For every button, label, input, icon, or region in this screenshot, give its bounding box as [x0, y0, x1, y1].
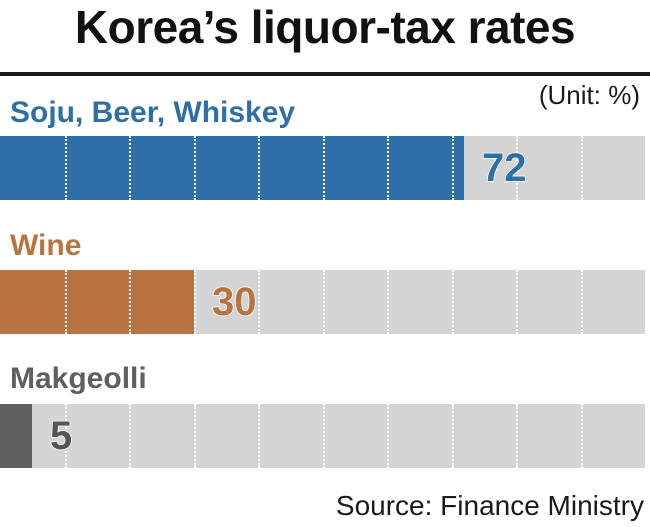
grid-line	[452, 404, 454, 468]
source-note: Source: Finance Ministry	[335, 490, 644, 521]
grid-line	[387, 136, 389, 200]
unit-label: (Unit: %)	[538, 80, 640, 110]
grid-line	[516, 270, 518, 334]
category-label-makgeolli: Makgeolli	[10, 362, 147, 395]
chart-title: Korea’s liquor-tax rates	[74, 1, 576, 53]
grid-line	[387, 404, 389, 468]
grid-line	[129, 136, 131, 200]
category-label-soju-beer-whiskey: Soju, Beer, Whiskey	[10, 96, 296, 129]
title-divider	[0, 72, 650, 76]
grid-line	[581, 270, 583, 334]
bar-makgeolli	[0, 404, 32, 468]
grid-line	[129, 270, 131, 334]
grid-line	[323, 404, 325, 468]
grid-line	[65, 270, 67, 334]
grid-line	[258, 404, 260, 468]
grid-line	[65, 136, 67, 200]
grid-line	[516, 404, 518, 468]
grid-line	[581, 136, 583, 200]
bar-track-soju-beer-whiskey: 72	[0, 136, 645, 200]
grid-line	[194, 404, 196, 468]
value-label-wine: 30	[211, 279, 257, 325]
grid-line	[516, 136, 518, 200]
grid-line	[452, 136, 454, 200]
bar-soju-beer-whiskey	[0, 136, 464, 200]
bar-track-wine: 30	[0, 270, 645, 334]
grid-line	[258, 270, 260, 334]
grid-line	[194, 270, 196, 334]
grid-line	[65, 404, 67, 468]
category-label-wine: Wine	[10, 229, 82, 262]
grid-line	[387, 270, 389, 334]
bar-track-makgeolli: 5	[0, 404, 645, 468]
grid-line	[129, 404, 131, 468]
value-label-soju-beer-whiskey: 72	[481, 145, 527, 191]
grid-line	[258, 136, 260, 200]
value-label-makgeolli: 5	[49, 413, 73, 459]
grid-line	[323, 270, 325, 334]
bar-wine	[0, 270, 194, 334]
grid-line	[194, 136, 196, 200]
grid-line	[323, 136, 325, 200]
grid-line	[581, 404, 583, 468]
grid-line	[452, 270, 454, 334]
